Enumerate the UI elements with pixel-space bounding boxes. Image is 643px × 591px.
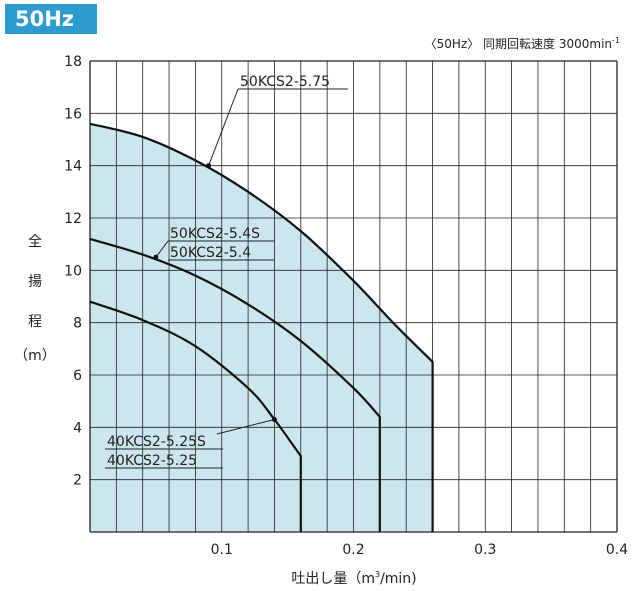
curve-label: 50KCS2-5.4 [170,245,251,261]
y-tick-label: 6 [73,368,82,384]
curve-label: 40KCS2-5.25 [107,453,197,469]
curve-labels: 50KCS2-5.75 50KCS2-5.4S 50KCS2-5.4 40KCS2-5… [105,74,348,469]
leader-line [216,419,275,435]
grid-lines [89,60,618,533]
y-tick-label: 8 [73,316,82,332]
x-tick-label: 0.2 [342,542,364,558]
leader-arrowhead [206,163,212,169]
y-tick-label: 16 [64,106,82,122]
y-tick-label: 14 [64,159,82,175]
y-axis-label-3: 程 [28,314,42,330]
y-axis-label-2: 揚 [28,273,42,290]
curve-label: 40KCS2-5.25S [107,434,206,450]
y-tick-label: 10 [64,263,82,279]
operating-range-fill [90,123,433,533]
leader-arrowhead [153,254,159,260]
leader-arrowhead [271,416,277,422]
y-tick-label: 18 [64,54,82,70]
leader-line [208,88,239,166]
performance-curve-3 [89,300,302,532]
curve-label: 50KCS2-5.4S [170,226,260,242]
y-axis-label-1: 全 [28,233,42,250]
frequency-badge: 50Hz [5,4,97,34]
performance-curves [89,122,434,532]
x-axis-label: 吐出し量（m3/min) [291,570,416,587]
performance-curve-1 [89,122,434,532]
speed-note: 〈50Hz〉 同期回転速度 3000min-1 [425,36,620,51]
leader-line [155,240,169,258]
axis-ticks: 0.1 0.2 0.3 0.4 2 4 6 8 10 12 14 16 18 [64,54,628,558]
y-axis-label-4: （m） [14,348,56,364]
operating-area [90,123,433,533]
x-tick-label: 0.1 [211,542,233,558]
y-tick-label: 12 [64,211,82,227]
y-tick-label: 2 [73,473,82,489]
x-tick-label: 0.3 [474,542,496,558]
performance-curve-2 [89,237,381,532]
curve-label: 50KCS2-5.75 [240,74,330,90]
y-tick-label: 4 [73,420,82,436]
x-tick-label: 0.4 [606,542,628,558]
